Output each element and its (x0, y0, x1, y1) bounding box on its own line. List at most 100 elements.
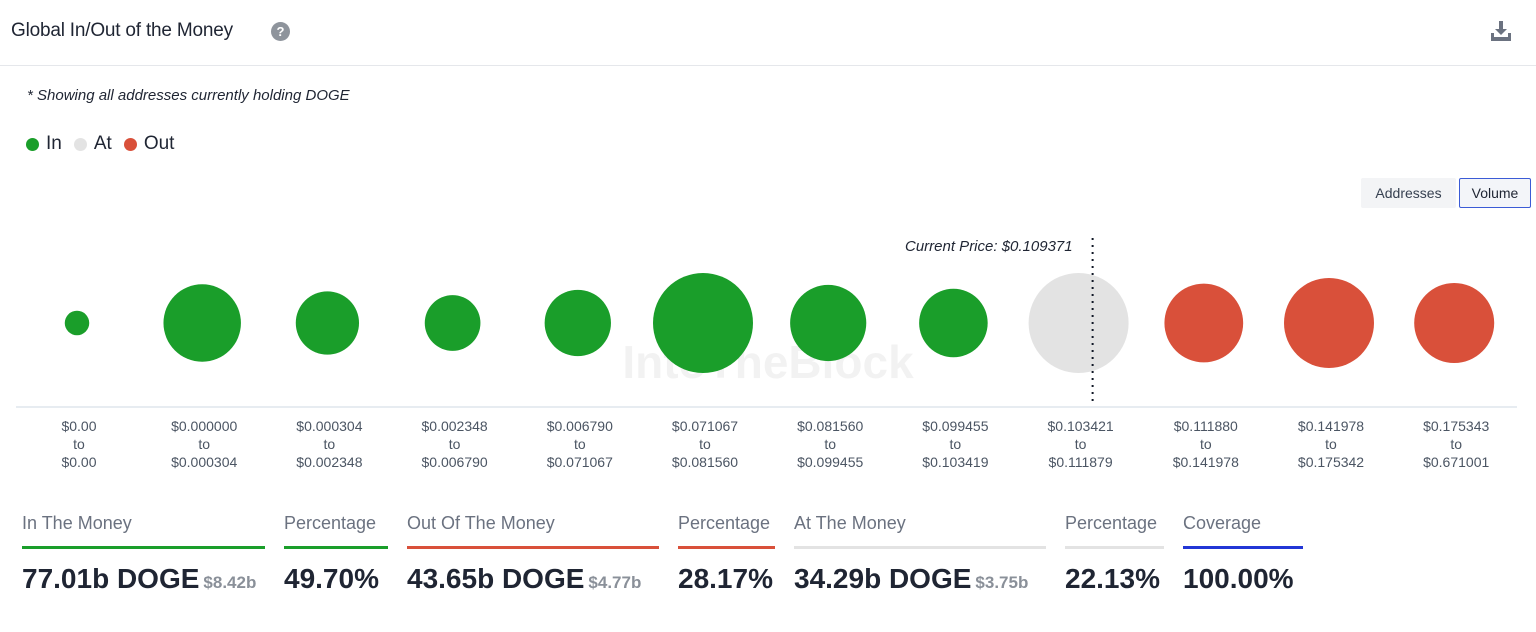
tick-label: $0.099455 (797, 454, 863, 470)
tick-label: $0.111880 (1174, 418, 1238, 434)
stat-underline (284, 546, 388, 549)
stat-label: Coverage (1183, 513, 1262, 533)
bubble-in (919, 288, 988, 358)
stat-in-the-money: In The Money 77.01b DOGE $8.42b (22, 513, 265, 595)
bubble-out (1284, 278, 1374, 368)
tick-label: $0.006790 (547, 418, 613, 434)
stat-value-usd: $8.42b (203, 573, 257, 592)
tick-label: $0.081560 (672, 454, 738, 470)
tick-label: $0.175343 (1423, 418, 1489, 434)
stat-underline (22, 546, 265, 549)
stat-underline (407, 546, 659, 549)
stat-label: In The Money (22, 513, 132, 533)
header: Global In/Out of the Money ? (0, 0, 1536, 66)
tick-label-separator: to (449, 436, 461, 452)
tick-label: $0.006790 (422, 454, 488, 470)
stat-label: Out Of The Money (407, 513, 555, 533)
tick-label: $0.111879 (1049, 454, 1113, 470)
tick-label: $0.000000 (171, 418, 237, 434)
legend-label: In (46, 133, 62, 154)
stat-value-usd: $3.75b (975, 573, 1029, 592)
stat-value-main: 22.13% (1065, 563, 1160, 594)
legend-item-at[interactable]: At (73, 133, 112, 155)
tick-label: $0.099455 (922, 418, 988, 434)
addresses-toggle-button[interactable]: Addresses (1361, 178, 1456, 208)
stat-value-main: 28.17% (678, 563, 773, 594)
tick-label: $0.103419 (922, 454, 988, 470)
bubble-in (544, 289, 611, 357)
tick-label-separator: to (574, 436, 586, 452)
current-price-label: Current Price: $0.109371 (905, 238, 1073, 255)
stat-value-usd: $4.77b (588, 573, 642, 592)
stat-label: Percentage (284, 513, 377, 533)
legend-item-in[interactable]: In (26, 133, 62, 155)
tick-label-separator: to (1450, 436, 1462, 452)
legend-label: At (93, 133, 112, 154)
tick-label-separator: to (950, 436, 962, 452)
stat-label: At The Money (794, 513, 906, 533)
stat-value: 100.00% (1183, 563, 1303, 595)
stat-percentage: Percentage 49.70% (284, 513, 388, 595)
tick-label-separator: to (1200, 436, 1212, 452)
stat-percentage: Percentage 22.13% (1065, 513, 1164, 595)
bubble-in (295, 291, 360, 355)
question-circle-icon[interactable]: ? (271, 22, 290, 41)
tick-label-separator: to (324, 436, 336, 452)
legend-item-out[interactable]: Out (123, 133, 175, 155)
bubble-in (163, 284, 241, 362)
bubble-in (424, 295, 481, 351)
stat-at-the-money: At The Money 34.29b DOGE $3.75b (794, 513, 1046, 595)
legend-dot-out (123, 137, 137, 151)
download-icon[interactable] (1489, 19, 1513, 43)
stat-value: 43.65b DOGE $4.77b (407, 563, 659, 595)
tick-label-separator: to (1325, 436, 1337, 452)
stat-underline (1065, 546, 1164, 549)
stat-value: 49.70% (284, 563, 388, 595)
bubble-at (1028, 273, 1129, 373)
legend-label: Out (143, 133, 175, 154)
tick-label: $0.071067 (547, 454, 613, 470)
stat-value: 28.17% (678, 563, 775, 595)
stat-value-main: 49.70% (284, 563, 379, 594)
tick-label-separator: to (824, 436, 836, 452)
stat-value-main: 34.29b DOGE (794, 563, 972, 594)
stat-value-main: 100.00% (1183, 563, 1294, 594)
stat-underline (678, 546, 775, 549)
bubble-in (653, 273, 753, 373)
tick-label: $0.081560 (797, 418, 863, 434)
tick-label: $0.00 (61, 418, 96, 434)
tick-label-separator: to (73, 436, 85, 452)
tick-label: $0.141978 (1173, 454, 1239, 470)
tick-label: $0.103421 (1048, 418, 1114, 434)
holding-note: * Showing all addresses currently holdin… (27, 87, 350, 104)
bubble-in (64, 310, 90, 336)
stat-value-main: 43.65b DOGE (407, 563, 585, 594)
tick-label: $0.071067 (672, 418, 738, 434)
stat-value: 34.29b DOGE $3.75b (794, 563, 1046, 595)
stat-coverage: Coverage 100.00% (1183, 513, 1303, 595)
stat-out-of-the-money: Out Of The Money 43.65b DOGE $4.77b (407, 513, 659, 595)
bubble-chart: IntoTheBlock$0.00to$0.00$0.000000to$0.00… (16, 238, 1517, 470)
bubble-in (790, 284, 867, 362)
stat-underline (1183, 546, 1303, 549)
tick-label-separator: to (1075, 436, 1087, 452)
tick-label: $0.002348 (422, 418, 488, 434)
bubble-out (1414, 283, 1495, 363)
volume-toggle-button[interactable]: Volume (1459, 178, 1531, 208)
legend-dot-in (26, 137, 39, 151)
tick-label: $0.002348 (296, 454, 362, 470)
stat-percentage: Percentage 28.17% (678, 513, 775, 595)
stat-value-main: 77.01b DOGE (22, 563, 200, 594)
legend-dot-at (73, 137, 87, 151)
stat-value: 77.01b DOGE $8.42b (22, 563, 265, 595)
tick-label: $0.671001 (1423, 454, 1489, 470)
tick-label-separator: to (198, 436, 210, 452)
legend: In At Out (26, 133, 186, 155)
bubble-out (1164, 283, 1244, 363)
tick-label-separator: to (699, 436, 711, 452)
tick-label: $0.141978 (1298, 418, 1364, 434)
stat-value: 22.13% (1065, 563, 1164, 595)
stat-label: Percentage (678, 513, 771, 533)
stat-label: Percentage (1065, 513, 1158, 533)
stat-underline (794, 546, 1046, 549)
